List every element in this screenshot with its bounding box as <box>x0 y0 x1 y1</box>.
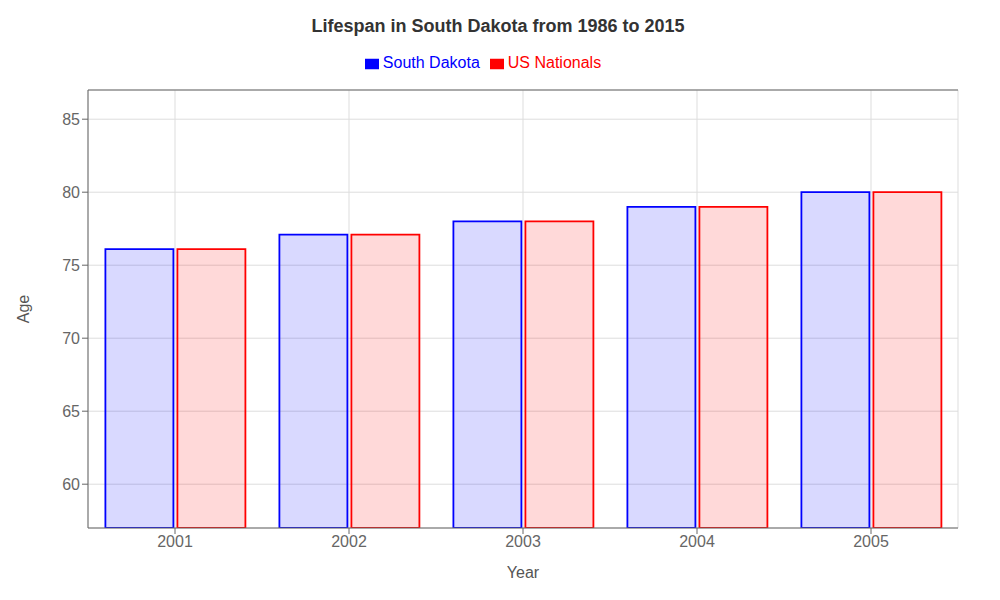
svg-text:2002: 2002 <box>331 533 367 550</box>
html-text:US Nationals: US Nationals <box>507 54 602 71</box>
svg-text:65: 65 <box>62 403 80 420</box>
svg-text:60: 60 <box>62 476 80 493</box>
svg-text:2003: 2003 <box>505 533 541 550</box>
svg-text:70: 70 <box>62 330 80 347</box>
svg-text:80: 80 <box>62 184 80 201</box>
svg-text:2005: 2005 <box>853 533 889 550</box>
svg-text:2001: 2001 <box>157 533 193 550</box>
html-text:South Dakota: South Dakota <box>382 54 480 71</box>
svg-text:85: 85 <box>62 111 80 128</box>
html-text:Lifespan in South Dakota from: Lifespan in South Dakota from 1986 to 20… <box>311 16 685 36</box>
svg-text:Age: Age <box>15 295 32 324</box>
svg-text:2004: 2004 <box>679 533 715 550</box>
svg-text:Year: Year <box>507 564 540 581</box>
svg-text:75: 75 <box>62 257 80 274</box>
